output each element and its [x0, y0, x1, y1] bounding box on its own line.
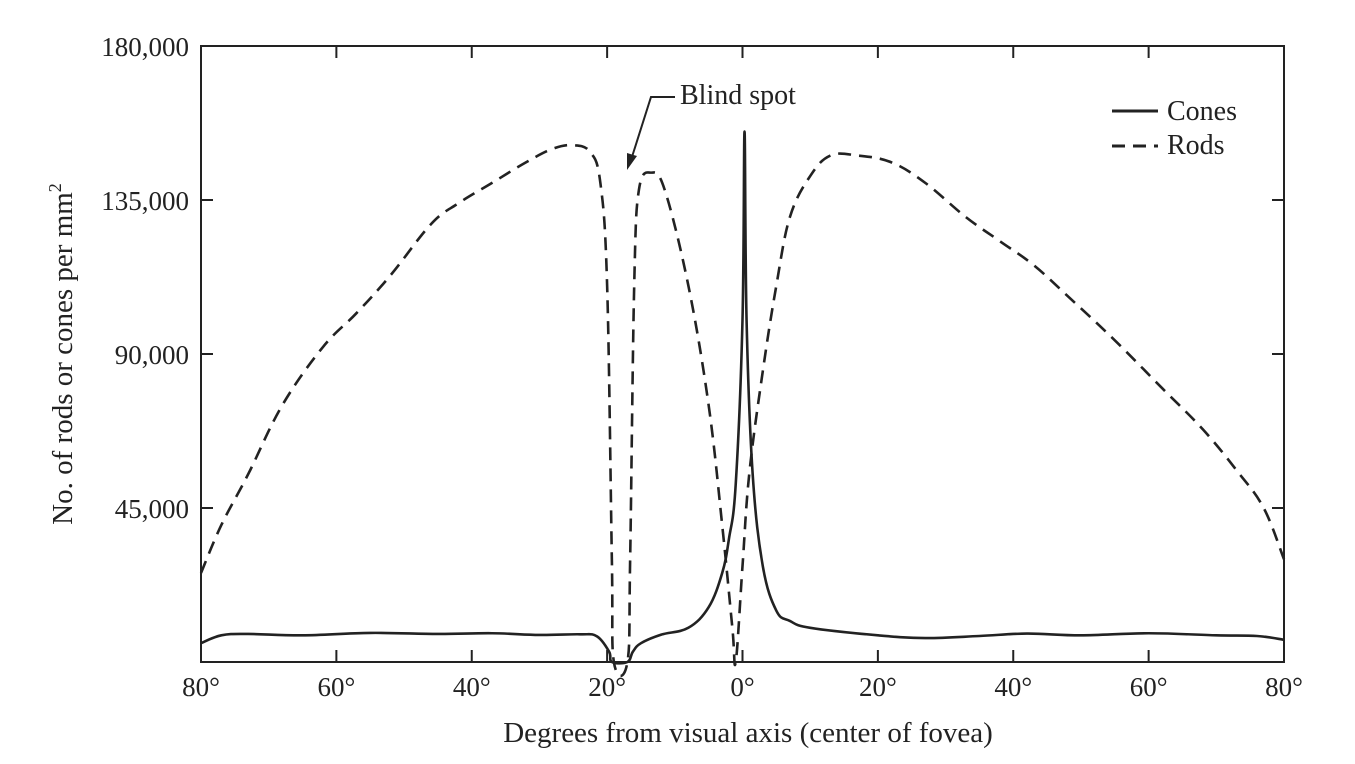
- x-tick-label: 40°: [453, 672, 491, 702]
- blind-spot-arrow-line: [630, 96, 675, 161]
- x-tick-label: 20°: [588, 672, 626, 702]
- legend: Cones Rods: [1112, 96, 1237, 161]
- x-tick-label: 80°: [182, 672, 220, 702]
- y-axis-title-main: No. of rods or cones per mm: [47, 192, 79, 525]
- blind-spot-arrowhead: [627, 153, 637, 170]
- legend-rods-label: Rods: [1167, 130, 1225, 161]
- x-tick-label: 80°: [1265, 672, 1303, 702]
- y-tick-label: 45,000: [115, 494, 189, 524]
- y-tick-label: 180,000: [101, 32, 189, 62]
- x-tick-label: 0°: [730, 672, 754, 702]
- x-tick-labels: 80° 60° 40° 20° 0° 20° 40° 60° 80°: [182, 672, 1303, 702]
- x-tick-label: 60°: [1130, 672, 1168, 702]
- x-tick-label: 40°: [994, 672, 1032, 702]
- x-tick-label: 20°: [859, 672, 897, 702]
- series-cones-line: [200, 130, 1285, 665]
- y-axis-title-group: No. of rods or cones per mm2: [45, 183, 79, 525]
- blind-spot-label: Blind spot: [680, 80, 796, 111]
- y-axis-title-superscript: 2: [45, 183, 65, 192]
- axis-ticks: [200, 45, 1285, 662]
- y-axis-title: No. of rods or cones per mm2: [45, 183, 79, 525]
- y-tick-labels: 45,000 90,000 135,000 180,000: [101, 32, 189, 524]
- x-tick-label: 60°: [317, 672, 355, 702]
- legend-cones-label: Cones: [1167, 96, 1237, 127]
- y-tick-label: 90,000: [115, 340, 189, 370]
- series-layer: [199, 130, 1286, 678]
- y-tick-label: 135,000: [101, 186, 189, 216]
- x-axis-title: Degrees from visual axis (center of fove…: [503, 717, 993, 749]
- series-rods-line: [199, 143, 1286, 678]
- blind-spot-annotation: Blind spot: [627, 80, 796, 170]
